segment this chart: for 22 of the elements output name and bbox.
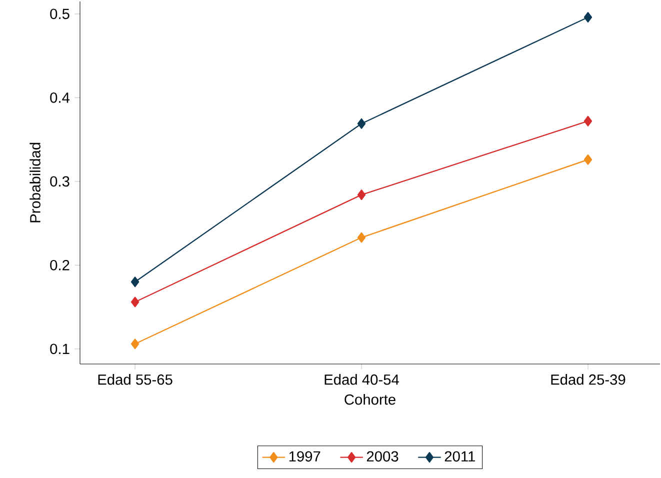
point xyxy=(357,118,366,129)
point xyxy=(130,276,140,288)
point xyxy=(130,296,140,308)
x-axis-title: Cohorte xyxy=(344,394,396,405)
y-tick-label: 0.2 xyxy=(50,260,70,270)
point xyxy=(357,232,366,243)
legend-label: 2011 xyxy=(444,451,475,462)
point xyxy=(357,190,366,200)
y-tick-label: 0.4 xyxy=(50,92,70,103)
point xyxy=(584,154,592,165)
x-tick-label: Edad 25-39 xyxy=(551,374,626,385)
legend-label: 2003 xyxy=(366,451,398,462)
y-tick-label: 0.5 xyxy=(50,8,70,20)
x-tick-label: Edad 55-65 xyxy=(98,374,172,385)
point xyxy=(584,116,592,126)
y-tick-label: 0.1 xyxy=(50,344,70,354)
y-tick-label: 0.3 xyxy=(50,176,70,187)
legend-label: 1997 xyxy=(289,451,320,462)
x-tick-label: Edad 40-54 xyxy=(324,374,399,385)
point xyxy=(130,338,140,350)
y-axis-title: Probabilidad xyxy=(30,142,40,222)
point xyxy=(584,12,592,23)
